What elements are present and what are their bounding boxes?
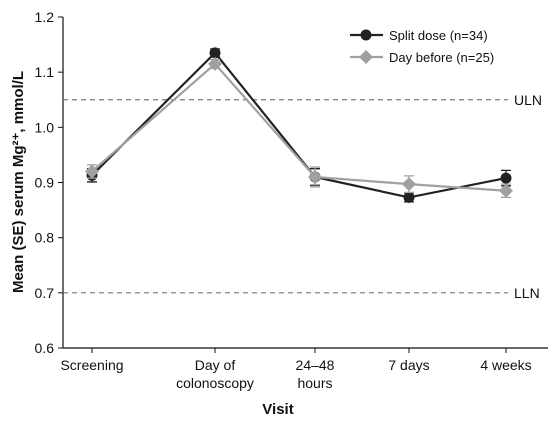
y-tick-label: 0.6 — [35, 340, 55, 356]
x-tick-label: 4 weeks — [480, 357, 531, 373]
series-line — [91, 51, 507, 199]
marker — [85, 164, 99, 179]
legend-label: Day before (n=25) — [389, 50, 494, 65]
reference-label: ULN — [514, 92, 542, 108]
marker — [208, 56, 222, 71]
marker — [402, 177, 416, 192]
series-line — [91, 62, 507, 192]
legend-label: Split dose (n=34) — [389, 28, 488, 43]
marker — [308, 169, 322, 184]
y-tick-label: 0.7 — [35, 285, 55, 301]
marker — [209, 47, 221, 59]
y-axis-label: Mean (SE) serum Mg²⁺, mmol/L — [10, 71, 27, 293]
marker — [403, 191, 415, 203]
y-tick-label: 1.0 — [35, 119, 55, 135]
y-tick-label: 1.2 — [35, 9, 55, 25]
y-tick-label: 0.8 — [35, 230, 55, 246]
reference-label: LLN — [514, 285, 540, 301]
legend-marker — [360, 29, 372, 41]
y-tick-label: 0.9 — [35, 175, 55, 191]
x-tick-label: Screening — [60, 357, 123, 373]
marker — [499, 183, 513, 198]
x-axis-label: Visit — [262, 401, 293, 418]
x-tick-label: Day of colonoscopy — [176, 357, 254, 391]
x-tick-label: 7 days — [388, 357, 429, 373]
x-tick-label: 24–48 hours — [296, 357, 335, 391]
marker — [500, 172, 512, 184]
legend-marker — [359, 50, 373, 64]
y-tick-label: 1.1 — [35, 64, 55, 80]
